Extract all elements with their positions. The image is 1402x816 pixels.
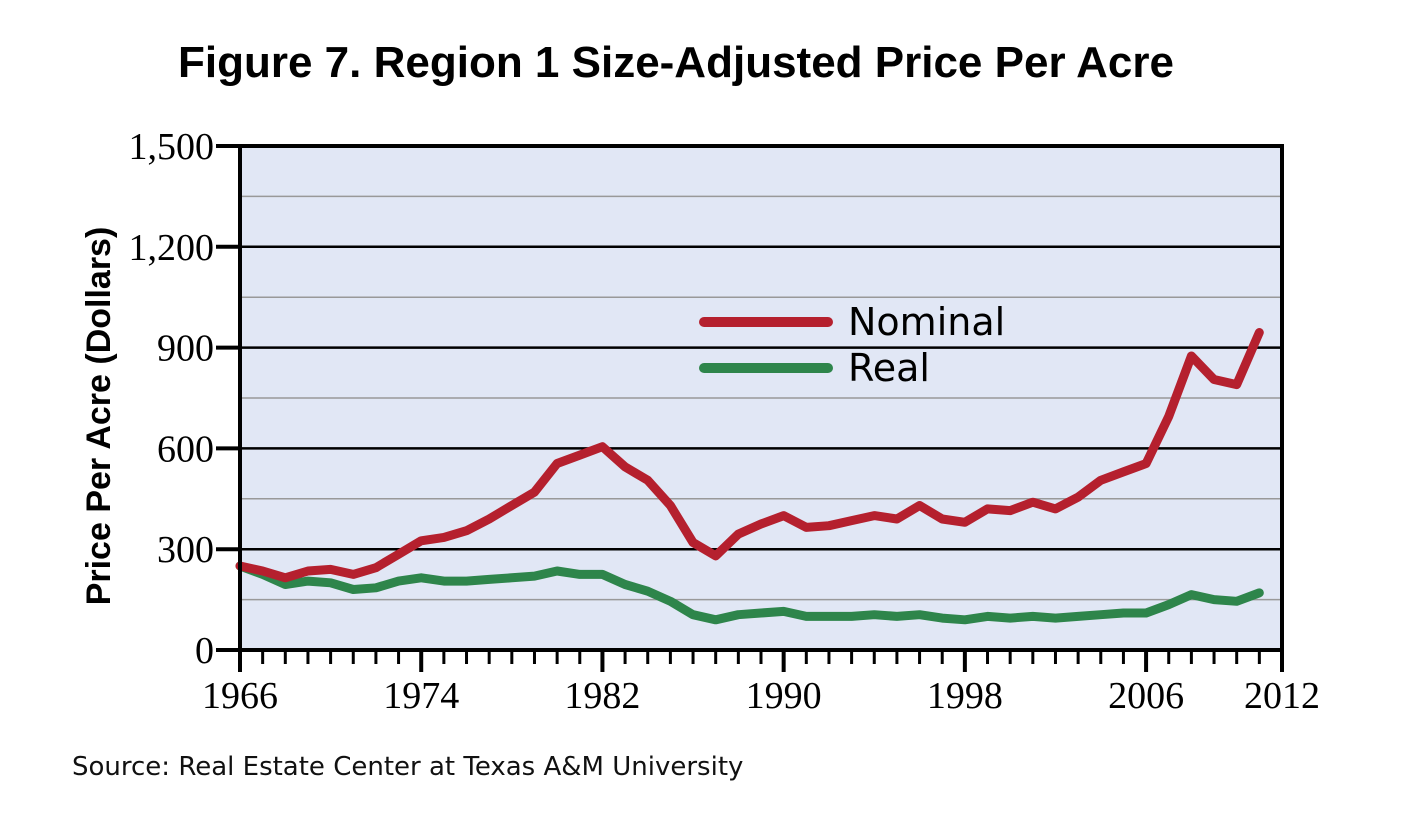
chart-title: Figure 7. Region 1 Size-Adjusted Price P…	[178, 38, 1174, 87]
legend-label-real: Real	[848, 346, 930, 390]
axes: 0 300 600 900 1,200 1,500 1966 1974 1982 1990 1998…	[129, 126, 1321, 717]
x-tick-label: 1998	[927, 675, 1003, 717]
source-note: Source: Real Estate Center at Texas A&M …	[72, 752, 744, 782]
y-tick-label: 900	[157, 328, 214, 370]
x-tick-label: 1966	[202, 675, 278, 717]
x-tick-label: 2006	[1108, 675, 1184, 717]
gridlines	[240, 195, 1282, 601]
x-tick-label: 1974	[383, 675, 459, 717]
y-tick-label: 300	[157, 529, 214, 571]
x-tick-label: 2012	[1244, 675, 1320, 717]
series-layer	[235, 328, 1264, 625]
y-tick-label: 1,500	[129, 126, 215, 168]
series-line-real	[235, 561, 1264, 625]
x-tick-label: 1990	[746, 675, 822, 717]
legend-label-nominal: Nominal	[848, 300, 1005, 344]
y-tick-label: 600	[157, 428, 214, 470]
y-tick-label: 0	[195, 630, 214, 672]
series-line-nominal	[235, 328, 1264, 583]
y-axis-label: Price Per Acre (Dollars)	[80, 227, 118, 606]
y-tick-label: 1,200	[129, 227, 215, 269]
x-tick-label: 1982	[564, 675, 640, 717]
